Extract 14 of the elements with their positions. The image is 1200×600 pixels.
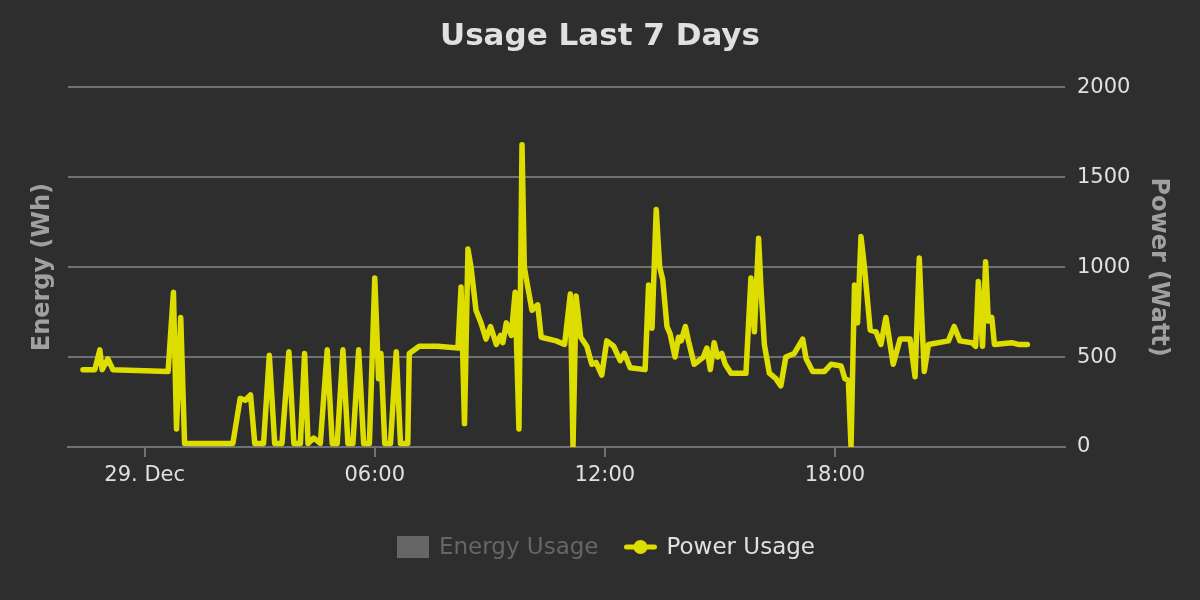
x-tick-label: 18:00 (804, 462, 866, 487)
y2-tick-label: 1000 (1077, 253, 1131, 278)
legend-label: Energy Usage (439, 532, 599, 559)
y-axis-title: Energy (Wh) (26, 182, 55, 352)
x-tick-label: 06:00 (344, 462, 406, 487)
y2-tick-label: 500 (1077, 343, 1118, 368)
y2-axis-title: Power (Watt) (1146, 177, 1175, 357)
chart-title: Usage Last 7 Days (439, 15, 761, 52)
y2-tick-label: 0 (1077, 433, 1091, 458)
y2-tick-label: 1500 (1077, 163, 1131, 188)
x-tick-label: 29. Dec (104, 462, 186, 487)
x-tick-label: 12:00 (574, 462, 636, 487)
legend-label: Power Usage (666, 532, 816, 559)
y2-tick-label: 2000 (1077, 73, 1131, 98)
